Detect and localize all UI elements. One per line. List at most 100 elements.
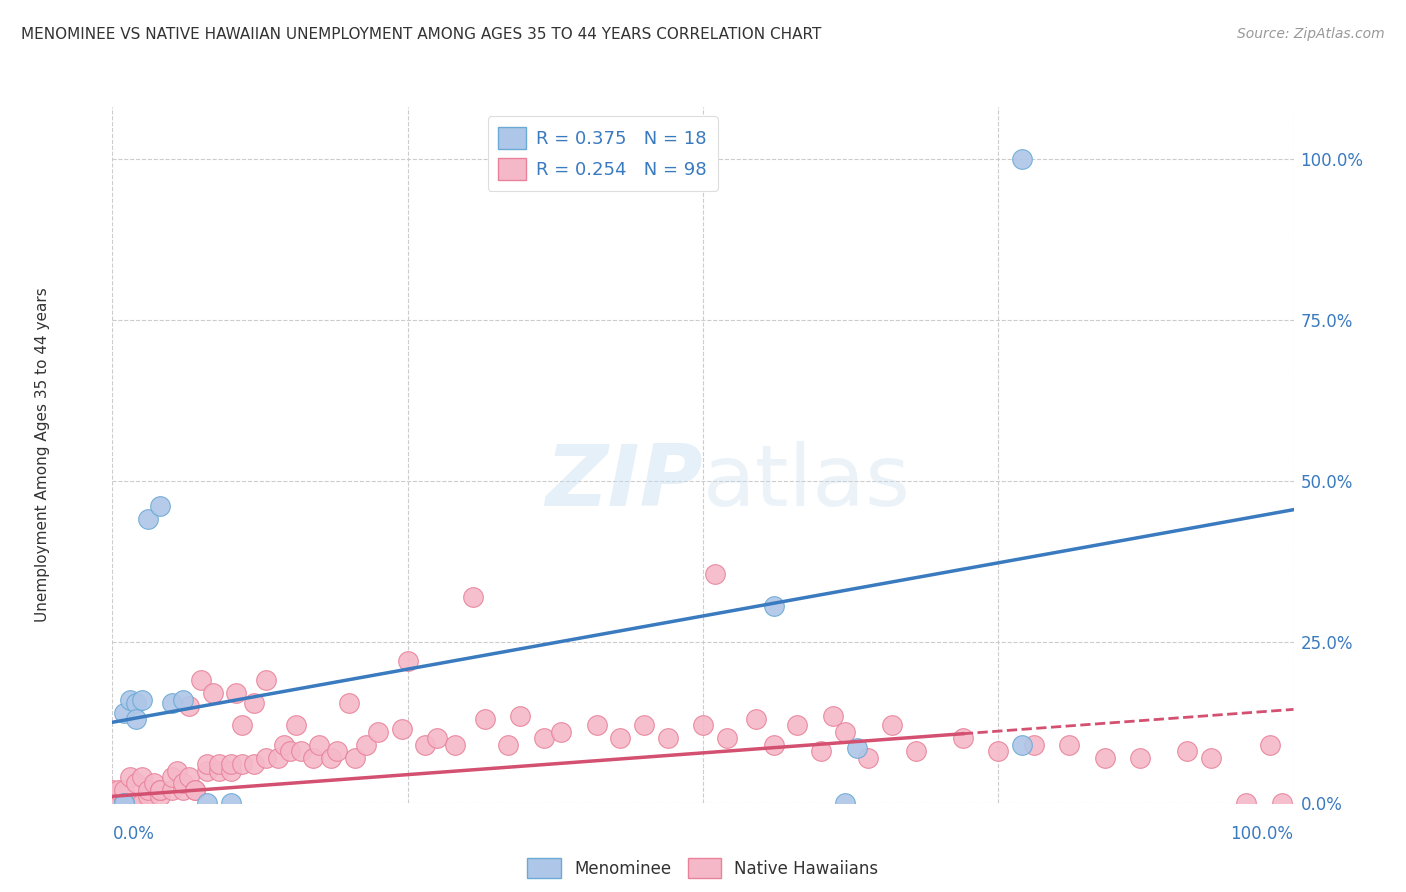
Point [149, 789, 172, 804]
Point [278, 744, 301, 758]
Point [107, 796, 129, 810]
Text: 0.0%: 0.0% [112, 825, 155, 843]
Point [184, 783, 207, 797]
Point [112, 796, 135, 810]
Point [136, 783, 159, 797]
Point [821, 708, 844, 723]
Point [1129, 750, 1152, 764]
Point [1057, 738, 1080, 752]
Point [131, 796, 153, 810]
Point [219, 796, 242, 810]
Point [125, 796, 148, 810]
Point [1271, 796, 1294, 810]
Point [834, 796, 856, 810]
Point [231, 757, 253, 772]
Text: Unemployment Among Ages 35 to 44 years: Unemployment Among Ages 35 to 44 years [35, 287, 49, 623]
Point [1094, 750, 1116, 764]
Point [208, 764, 231, 778]
Point [745, 712, 768, 726]
Point [243, 757, 266, 772]
Point [254, 673, 277, 688]
Point [125, 696, 148, 710]
Point [496, 738, 519, 752]
Point [302, 750, 325, 764]
Point [142, 776, 165, 790]
Point [120, 770, 142, 784]
Point [101, 796, 124, 810]
Text: atlas: atlas [703, 442, 911, 524]
Text: 100.0%: 100.0% [1230, 825, 1294, 843]
Point [367, 725, 389, 739]
Point [136, 789, 159, 804]
Point [415, 738, 437, 752]
Point [834, 725, 856, 739]
Point [343, 750, 366, 764]
Point [101, 796, 124, 810]
Point [120, 692, 142, 706]
Point [609, 731, 631, 746]
Point [112, 783, 135, 797]
Point [880, 718, 903, 732]
Point [179, 699, 201, 714]
Point [396, 654, 419, 668]
Point [509, 708, 531, 723]
Point [125, 776, 148, 790]
Point [845, 741, 868, 756]
Point [858, 750, 880, 764]
Point [195, 764, 218, 778]
Point [267, 750, 290, 764]
Point [149, 500, 172, 514]
Point [1199, 750, 1222, 764]
Point [201, 686, 224, 700]
Point [107, 783, 129, 797]
Point [633, 718, 655, 732]
Point [125, 712, 148, 726]
Point [149, 783, 172, 797]
Point [356, 738, 378, 752]
Point [131, 692, 153, 706]
Point [1011, 152, 1033, 166]
Point [1022, 738, 1045, 752]
Point [762, 738, 785, 752]
Point [160, 696, 183, 710]
Point [231, 718, 253, 732]
Point [172, 692, 194, 706]
Point [904, 744, 927, 758]
Point [195, 757, 218, 772]
Point [810, 744, 832, 758]
Point [585, 718, 607, 732]
Point [101, 783, 124, 797]
Point [101, 789, 124, 804]
Point [284, 718, 307, 732]
Point [160, 770, 183, 784]
Legend: Menominee, Native Hawaiians: Menominee, Native Hawaiians [520, 851, 886, 885]
Point [160, 783, 183, 797]
Point [952, 731, 974, 746]
Point [112, 706, 135, 720]
Text: Source: ZipAtlas.com: Source: ZipAtlas.com [1237, 27, 1385, 41]
Point [290, 744, 312, 758]
Point [166, 764, 188, 778]
Point [391, 722, 413, 736]
Point [1175, 744, 1198, 758]
Point [112, 796, 135, 810]
Point [657, 731, 679, 746]
Point [550, 725, 572, 739]
Point [1258, 738, 1281, 752]
Point [308, 738, 330, 752]
Point [703, 567, 725, 582]
Point [762, 599, 785, 614]
Point [337, 696, 360, 710]
Point [225, 686, 247, 700]
Point [461, 590, 484, 604]
Point [533, 731, 555, 746]
Point [101, 789, 124, 804]
Point [426, 731, 449, 746]
Point [219, 757, 242, 772]
Point [474, 712, 496, 726]
Text: MENOMINEE VS NATIVE HAWAIIAN UNEMPLOYMENT AMONG AGES 35 TO 44 YEARS CORRELATION : MENOMINEE VS NATIVE HAWAIIAN UNEMPLOYMEN… [21, 27, 821, 42]
Point [243, 696, 266, 710]
Point [716, 731, 738, 746]
Point [172, 783, 194, 797]
Point [1011, 738, 1033, 752]
